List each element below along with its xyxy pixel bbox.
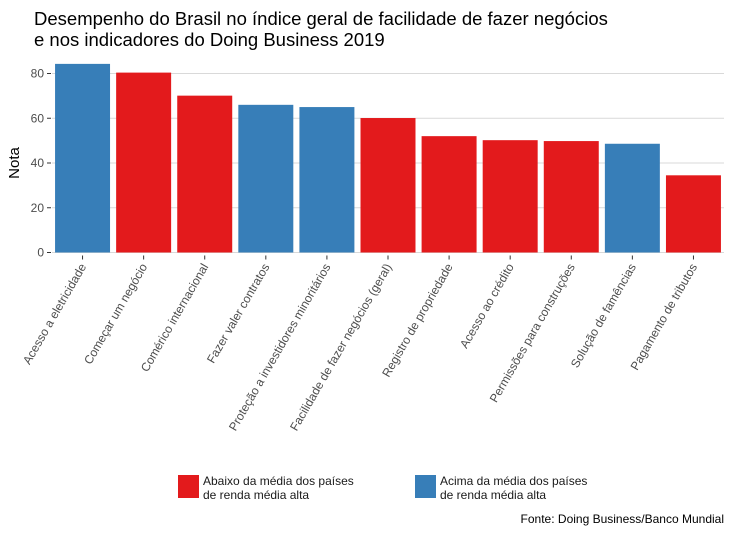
- chart-title-line-1: Desempenho do Brasil no índice geral de …: [34, 8, 608, 29]
- x-tick-label: Pagamento de tributos: [628, 261, 700, 373]
- y-tick-label: 20: [31, 201, 45, 215]
- source-caption: Fonte: Doing Business/Banco Mundial: [520, 512, 724, 526]
- x-tick-label: Acesso a eletricidade: [20, 261, 89, 367]
- y-axis-title: Nota: [6, 147, 23, 179]
- bar: [55, 63, 111, 253]
- legend-item-abaixo: Abaixo da média dos países de renda médi…: [178, 474, 393, 502]
- legend-label-line: de renda média alta: [203, 488, 310, 502]
- bar: [177, 95, 233, 253]
- bar: [360, 118, 416, 253]
- legend: Abaixo da média dos países de renda médi…: [178, 474, 652, 502]
- x-tick-label: Comérico internacional: [138, 261, 211, 374]
- legend-label-line: de renda média alta: [440, 488, 547, 502]
- bars: [55, 63, 721, 253]
- y-axis: 0 20 40 60 80: [31, 67, 51, 260]
- chart-title-line-2: e nos indicadores do Doing Business 2019: [34, 29, 385, 50]
- x-tick-label: Registro de propriedade: [379, 261, 456, 380]
- y-tick-label: 40: [31, 156, 45, 170]
- x-tick-label: Facilidade de fazer negócios (geral): [287, 261, 395, 433]
- legend-label-line: Abaixo da média dos países: [203, 474, 354, 488]
- bar: [665, 175, 721, 253]
- x-tick-label: Solução de famências: [568, 261, 639, 370]
- y-tick-label: 0: [37, 246, 44, 260]
- legend-label-abaixo: Abaixo da média dos países de renda médi…: [203, 474, 393, 502]
- y-tick-label: 60: [31, 111, 45, 125]
- legend-swatch-abaixo: [178, 475, 199, 498]
- legend-swatch-acima: [415, 475, 436, 498]
- legend-item-acima: Acima da média dos países de renda média…: [415, 474, 630, 502]
- x-tick-label: Começar um negócio: [81, 261, 150, 367]
- bar: [116, 72, 172, 253]
- bar: [238, 104, 294, 253]
- y-tick-label: 80: [31, 67, 45, 81]
- x-tick-label: Fazer valer contratos: [204, 261, 272, 366]
- x-tick-label: Proteção a investidores minoritários: [226, 261, 334, 433]
- legend-label-line: Acima da média dos países: [440, 474, 588, 488]
- x-tick-label: Acesso ao crédito: [457, 261, 517, 351]
- bar: [299, 107, 355, 253]
- legend-label-acima: Acima da média dos países de renda média…: [440, 474, 630, 502]
- bar: [604, 143, 660, 253]
- chart-title: Desempenho do Brasil no índice geral de …: [34, 8, 608, 50]
- bar: [482, 140, 538, 253]
- bar: [421, 136, 477, 253]
- bar: [543, 141, 599, 253]
